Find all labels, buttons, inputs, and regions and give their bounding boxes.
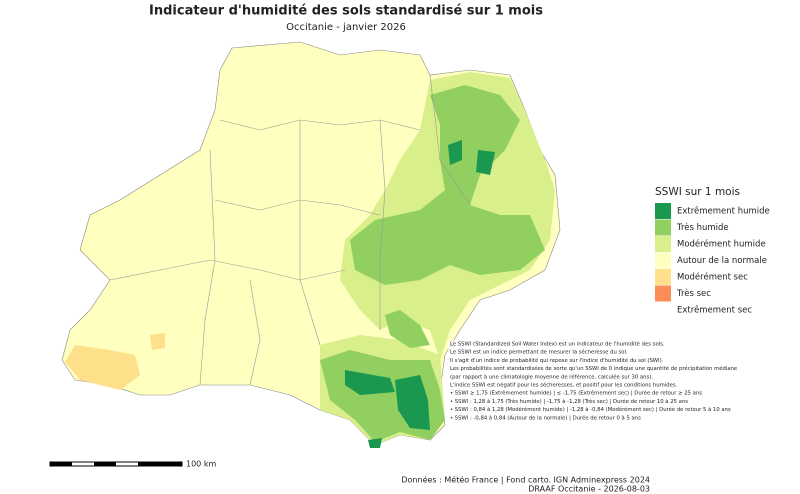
legend-swatch	[655, 203, 671, 219]
credit: DRAAF Occitanie - 2026-08-03	[528, 485, 650, 494]
note-line: L'indice SSWI est négatif pour les séche…	[450, 382, 678, 389]
note-line: Le SSWI est un indice permettant de mesu…	[450, 349, 628, 356]
zone-extremely-wet-4	[395, 375, 430, 430]
legend-label: Très sec	[676, 288, 711, 299]
legend-label: Extrêmement humide	[677, 206, 770, 217]
note-line: Il s'agit d'un indice de probabilité qui…	[450, 357, 664, 364]
scale-bar	[49, 461, 183, 467]
legend-swatch	[655, 219, 671, 236]
legend-label: Très humide	[676, 222, 729, 233]
legend: Extrêmement humide Très humide Modérément …	[655, 203, 770, 318]
sources: Données : Météo France | Fond carto. IGN…	[401, 475, 650, 485]
department-borders	[109, 74, 471, 386]
zone-extremely-wet-2	[476, 150, 495, 175]
legend-swatch	[655, 285, 671, 302]
note-line: • SSWI ≥ 1,75 (Extrêmement humide) | ≤ -…	[450, 390, 702, 397]
legend-label: Autour de la normale	[677, 256, 767, 266]
legend-label: Modérément sec	[677, 272, 748, 283]
legend-title: SSWI sur 1 mois	[655, 186, 740, 198]
note-line: Les probabilités sont standardisées de s…	[450, 365, 737, 372]
legend-swatch	[655, 269, 671, 285]
zone-very-wet	[350, 85, 545, 285]
note-line: • SSWI : -0,84 à 0,84 (Autour de la norm…	[450, 414, 641, 421]
note-line: • SSWI : 1,28 à 1,75 (Très humide) | -1,…	[450, 398, 688, 405]
zone-extremely-wet-5	[368, 438, 382, 448]
scale-label: 100 km	[186, 460, 216, 469]
note-line: (par rapport à une climatologie moyenne …	[450, 373, 653, 380]
notes: Le SSWI (Standardized Soil Water Index) …	[450, 341, 737, 422]
zone-moderately-dry-2	[150, 333, 165, 350]
legend-swatch	[655, 302, 671, 318]
legend-swatch	[655, 252, 671, 269]
note-line: Le SSWI (Standardized Soil Water Index) …	[450, 341, 665, 348]
zone-moderately-dry	[65, 345, 140, 390]
zone-very-wet-c	[385, 310, 430, 348]
notes-background	[448, 340, 652, 420]
legend-swatch	[655, 236, 671, 252]
title: Indicateur d'humidité des sols standardi…	[149, 4, 543, 19]
legend-label: Modérément humide	[677, 239, 766, 250]
subtitle: Occitanie - janvier 2026	[286, 22, 406, 33]
note-line: • SSWI : 0,84 à 1,28 (Modérément humide)…	[450, 406, 731, 413]
zone-extremely-wet-1	[448, 140, 462, 165]
zone-extremely-wet-3	[345, 370, 395, 395]
legend-label: Extrêmement sec	[677, 305, 752, 316]
map	[61, 41, 561, 448]
